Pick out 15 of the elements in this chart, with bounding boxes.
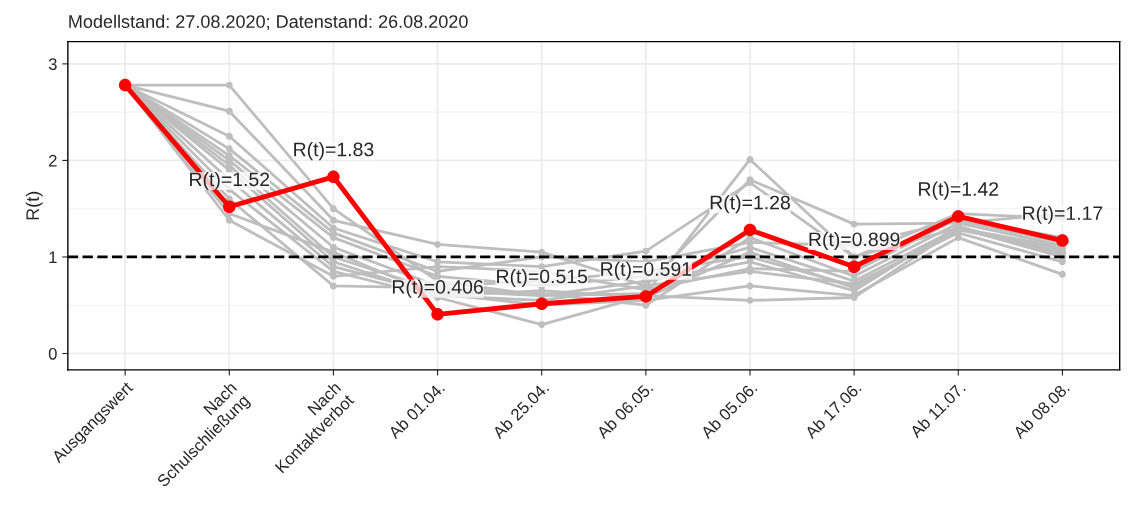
y-tick-label: 1	[49, 251, 57, 263]
data-label: R(t)=1.28	[710, 195, 790, 214]
data-label: R(t)=0.899	[809, 231, 900, 251]
data-label: R(t)=1.17	[1023, 205, 1103, 224]
data-label: R(t)=1.83	[294, 142, 374, 161]
y-axis-title: R(t)	[25, 191, 43, 220]
y-tick-label: 0	[48, 347, 57, 360]
data-label: R(t)=0.406	[392, 279, 483, 298]
y-tick-label: 2	[49, 154, 57, 167]
data-label: R(t)=1.42	[919, 181, 999, 200]
data-label: R(t)=1.52	[190, 171, 270, 191]
chart-title: Modellstand: 27.08.2020; Datenstand: 26.08.2020	[69, 14, 468, 31]
y-tick-label: 3	[48, 58, 57, 71]
data-label: R(t)=0.515	[497, 268, 588, 288]
data-label: R(t)=0.591	[601, 261, 692, 280]
